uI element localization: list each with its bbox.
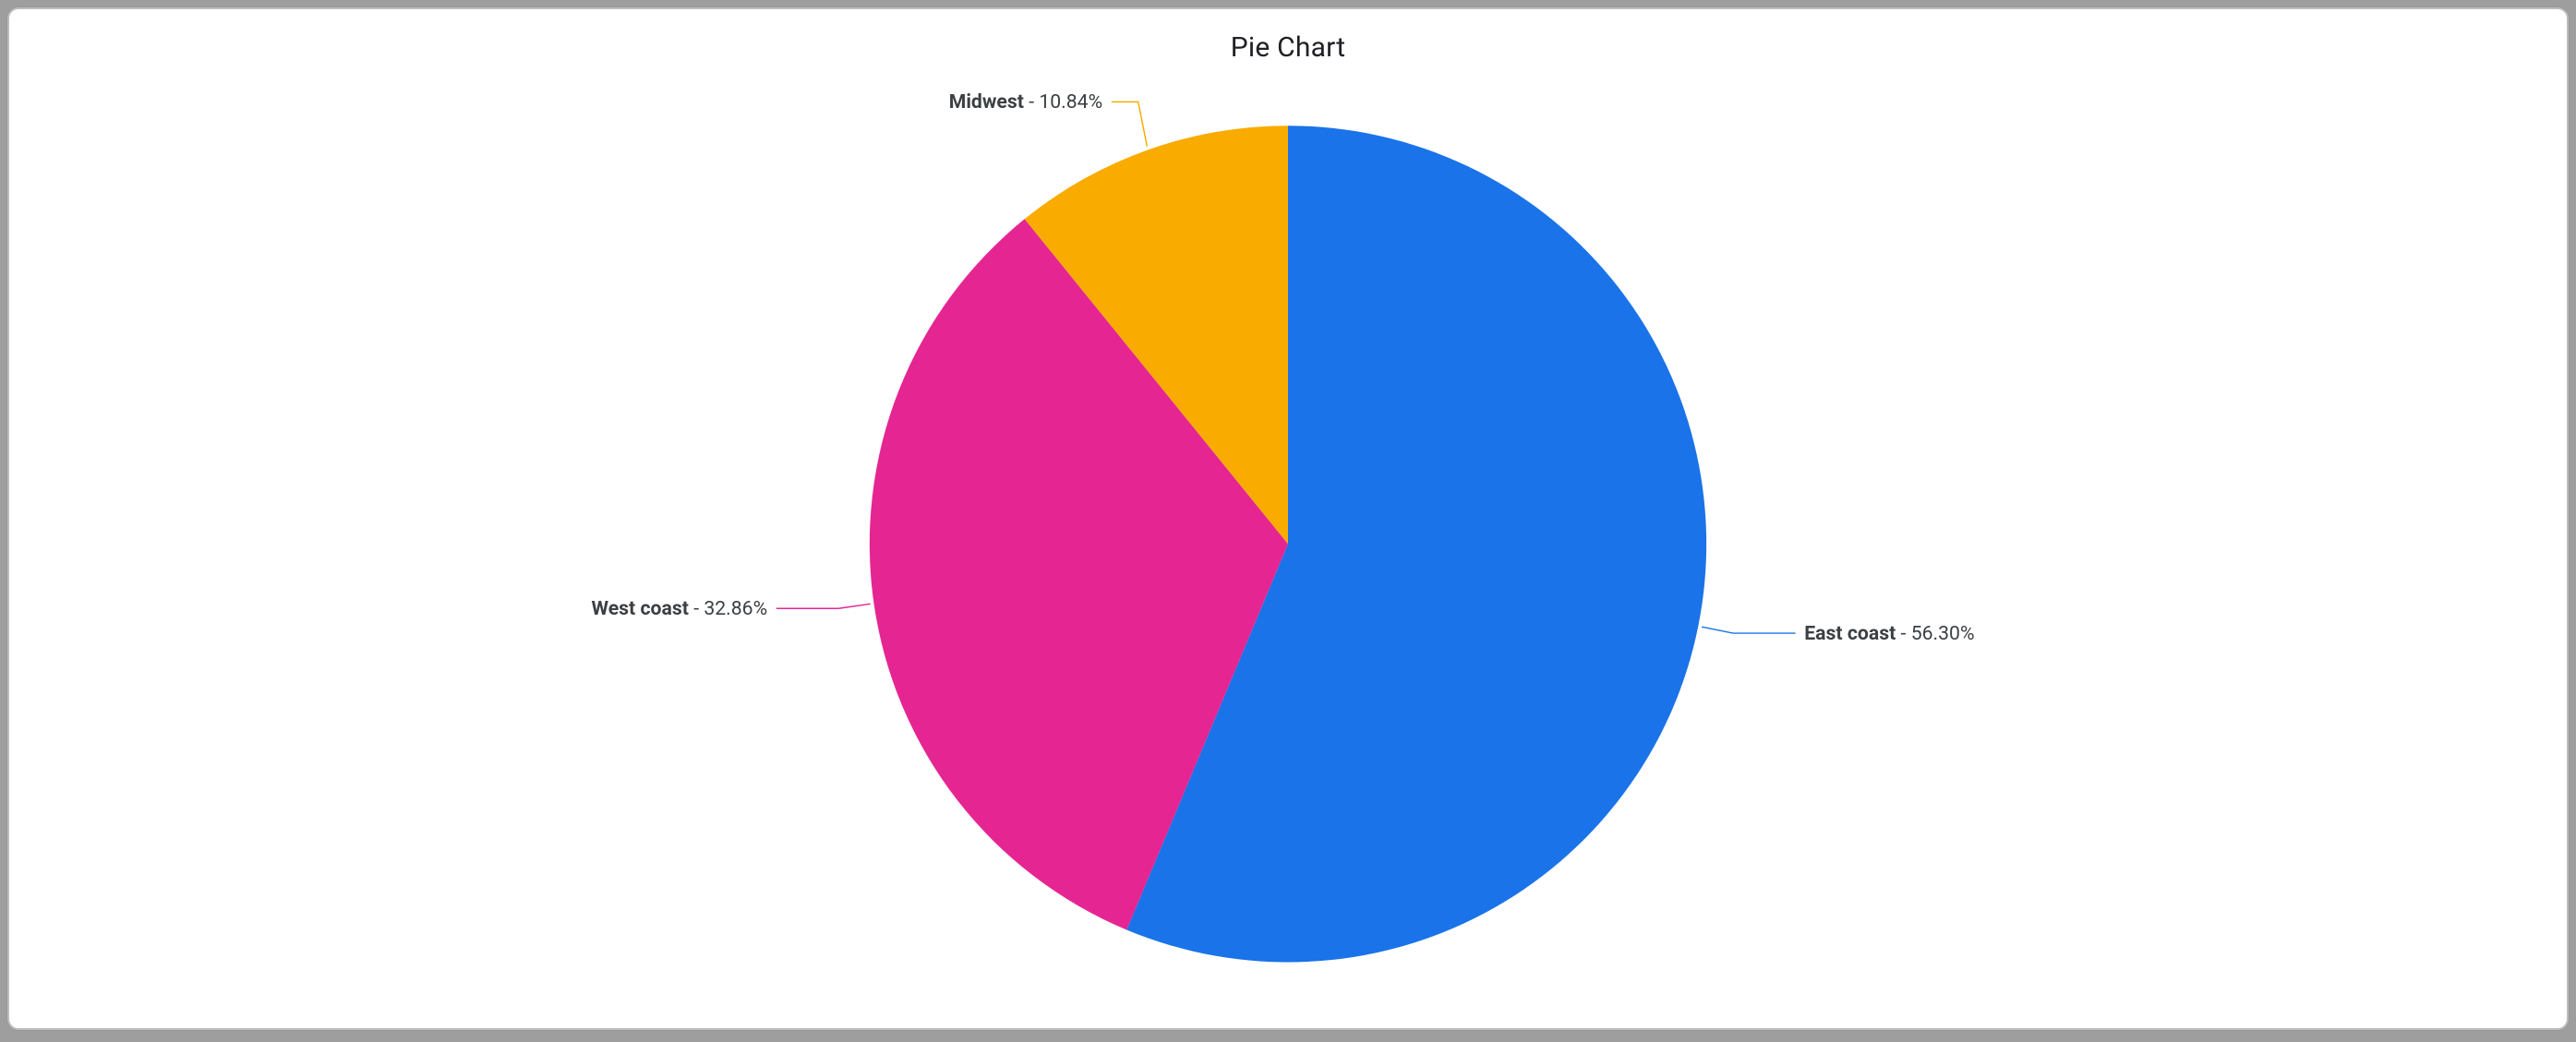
leader-line — [776, 604, 871, 608]
slice-label-percent: 32.86% — [704, 597, 767, 620]
slice-label-separator: - — [1896, 622, 1910, 645]
slice-label-west-coast: West coast - 32.86% — [591, 597, 767, 620]
slice-label-percent: 56.30% — [1911, 622, 1975, 645]
chart-card: Pie Chart East coast - 56.30% West coast … — [7, 7, 2569, 1030]
slice-label-east-coast: East coast - 56.30% — [1804, 622, 1974, 645]
slice-label-name: East coast — [1804, 622, 1896, 645]
slice-label-name: Midwest — [949, 90, 1024, 114]
outer-frame: Pie Chart East coast - 56.30% West coast … — [0, 0, 2576, 1037]
slice-label-separator: - — [1024, 90, 1039, 114]
chart-area: East coast - 56.30% West coast - 32.86% Mi… — [46, 64, 2530, 1042]
slice-label-separator: - — [689, 597, 704, 620]
leader-line — [1702, 627, 1796, 633]
leader-line — [1112, 102, 1148, 146]
pie-chart: East coast - 56.30% West coast - 32.86% Mi… — [46, 64, 2530, 1042]
slice-label-midwest: Midwest - 10.84% — [949, 90, 1102, 114]
chart-title: Pie Chart — [1231, 31, 1345, 64]
slice-label-name: West coast — [591, 597, 688, 620]
slice-label-percent: 10.84% — [1039, 90, 1102, 114]
